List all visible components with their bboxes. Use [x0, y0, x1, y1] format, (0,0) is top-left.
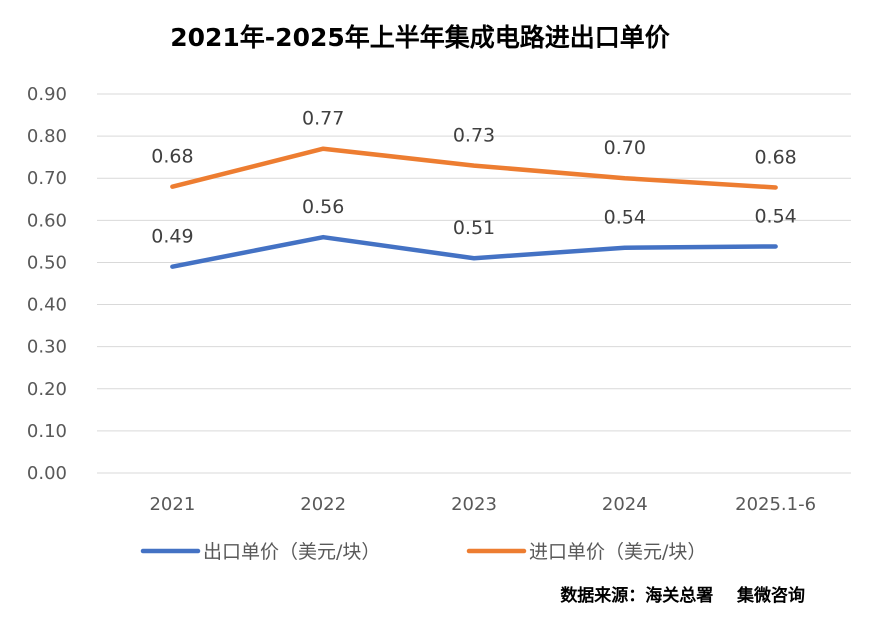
x-axis-ticks: 2021 2022 2023 2024 2025.1-6 [149, 494, 816, 515]
y-tick-label: 0.10 [27, 421, 67, 442]
legend-item-2: 进口单价（美元/块） [466, 541, 706, 563]
x-tick-label: 2023 [451, 494, 497, 515]
gridlines [97, 93, 851, 474]
series-lines [170, 146, 778, 269]
y-tick-label: 0.40 [27, 295, 67, 316]
data-label: 0.68 [754, 146, 796, 168]
data-label: 0.54 [604, 207, 646, 229]
x-tick-label: 2024 [602, 494, 648, 515]
series-line-1 [170, 234, 778, 269]
data-label: 0.54 [754, 205, 796, 227]
y-tick-label: 0.50 [27, 252, 67, 273]
legend: 出口单价（美元/块） 进口单价（美元/块） [140, 541, 706, 563]
y-tick-label: 0.00 [27, 463, 67, 484]
y-tick-label: 0.70 [27, 168, 67, 189]
data-label: 0.70 [604, 137, 646, 159]
series-line-2 [170, 146, 778, 190]
data-labels: 0.49 0.56 0.51 0.54 0.54 0.68 0.77 0.73 0.70 0.68 [151, 108, 797, 248]
legend-label: 进口单价（美元/块） [529, 541, 706, 563]
chart-title: 2021年-2025年上半年集成电路进出口单价 [170, 23, 670, 52]
data-label: 0.68 [151, 146, 193, 168]
y-tick-label: 0.60 [27, 210, 67, 231]
legend-item-1: 出口单价（美元/块） [140, 541, 380, 563]
y-tick-label: 0.20 [27, 379, 67, 400]
x-tick-label: 2025.1-6 [735, 494, 816, 515]
source-note: 数据来源：海关总署 集微咨询 [560, 586, 805, 606]
legend-label: 出口单价（美元/块） [203, 541, 380, 563]
y-tick-label: 0.80 [27, 126, 67, 147]
data-label: 0.51 [453, 217, 495, 239]
x-tick-label: 2021 [149, 494, 195, 515]
y-tick-label: 0.30 [27, 337, 67, 358]
y-tick-label: 0.90 [27, 84, 67, 105]
data-label: 0.77 [302, 108, 344, 130]
x-tick-label: 2022 [300, 494, 346, 515]
data-label: 0.56 [302, 196, 344, 218]
y-axis-ticks: 0.00 0.10 0.20 0.30 0.40 0.50 0.60 0.70 0.80 0.90 [27, 84, 67, 484]
data-label: 0.73 [453, 125, 495, 147]
data-label: 0.49 [151, 226, 193, 248]
